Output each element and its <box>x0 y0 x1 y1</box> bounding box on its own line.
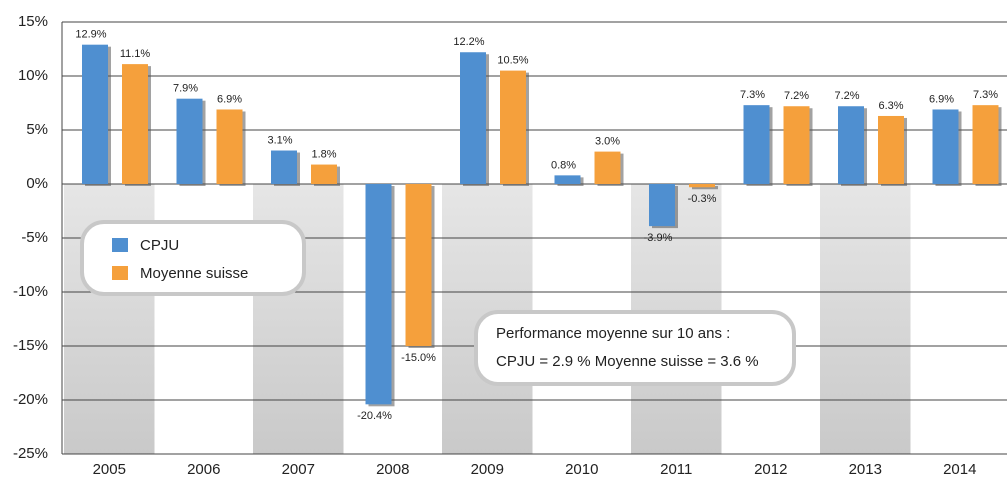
data-label: 7.2% <box>834 90 859 102</box>
x-tick-label: 2009 <box>471 461 504 478</box>
data-label: 1.8% <box>311 148 336 160</box>
overlay: CPJU Moyenne suisse Performance moyenne … <box>80 220 796 386</box>
bar <box>554 175 581 184</box>
bar <box>176 98 203 184</box>
data-label: 3.1% <box>267 134 292 146</box>
y-tick-label: -10% <box>13 283 48 300</box>
bar <box>783 106 810 184</box>
bar <box>743 105 770 184</box>
x-tick-label: 2012 <box>754 461 787 478</box>
y-tick-label: -20% <box>13 391 48 408</box>
data-label: 7.9% <box>173 83 198 95</box>
bar <box>122 64 148 184</box>
annotation: CPJU = 2.9 % Moyenne suisse = 3.6 % <box>496 353 759 370</box>
bar <box>365 184 392 405</box>
data-label: -3.9% <box>644 232 673 244</box>
bar <box>311 164 337 184</box>
data-label: 7.3% <box>973 89 998 101</box>
x-tick-label: 2014 <box>943 461 976 478</box>
bar <box>500 70 526 184</box>
x-tick-label: 2007 <box>282 461 315 478</box>
data-label: 7.2% <box>784 90 809 102</box>
annotation-box <box>474 310 796 386</box>
bar <box>838 106 864 184</box>
bar <box>594 151 621 184</box>
bar-shadow <box>692 186 718 190</box>
y-tick-label: 5% <box>26 121 48 138</box>
data-label: 6.9% <box>929 93 954 105</box>
bar <box>932 109 959 184</box>
x-tick-label: 2010 <box>565 461 598 478</box>
bars: 12.9% 7.9% 3.1% -20.4% 12.2% 0.8% -3.9% 7.3% 7.2… <box>75 29 1002 422</box>
data-label: 7.3% <box>740 89 765 101</box>
legend-swatch <box>112 238 128 252</box>
bar <box>649 184 675 227</box>
column-shade <box>820 184 911 454</box>
bar <box>82 44 108 185</box>
y-tick-label: -15% <box>13 337 48 354</box>
y-tick-label: 0% <box>26 175 48 192</box>
data-label: 11.1% <box>120 48 151 60</box>
x-tick-label: 2005 <box>93 461 126 478</box>
y-tick-label: -25% <box>13 445 48 462</box>
background <box>64 184 911 454</box>
legend-swatch <box>112 266 128 280</box>
data-label: 0.8% <box>551 159 576 171</box>
data-label: -20.4% <box>357 410 392 422</box>
bar <box>689 184 715 188</box>
y-tick-label: -5% <box>21 229 48 246</box>
data-label: 12.2% <box>453 36 484 48</box>
x-tick-label: 2006 <box>187 461 220 478</box>
bar <box>216 109 243 184</box>
legend-label: Moyenne suisse <box>140 265 248 282</box>
data-label: 12.9% <box>75 29 106 41</box>
x-tick-label: 2008 <box>376 461 409 478</box>
data-label: -15.0% <box>401 352 436 364</box>
data-label: 10.5% <box>497 55 528 67</box>
y-tick-label: 10% <box>18 67 48 84</box>
data-label: -0.3% <box>688 193 717 205</box>
bar <box>972 105 999 184</box>
legend-label: CPJU <box>140 237 179 254</box>
bar <box>878 115 904 184</box>
x-tick-label: 2011 <box>660 461 692 478</box>
annotation: Performance moyenne sur 10 ans : <box>496 325 730 342</box>
bar <box>405 184 432 346</box>
y-tick-label: 15% <box>18 13 48 30</box>
bar <box>460 52 486 184</box>
data-label: 6.9% <box>217 93 242 105</box>
data-label: 3.0% <box>595 136 620 148</box>
legend-box <box>80 220 306 296</box>
bar <box>271 150 297 184</box>
x-tick-label: 2013 <box>849 461 882 478</box>
data-label: 6.3% <box>878 100 903 112</box>
